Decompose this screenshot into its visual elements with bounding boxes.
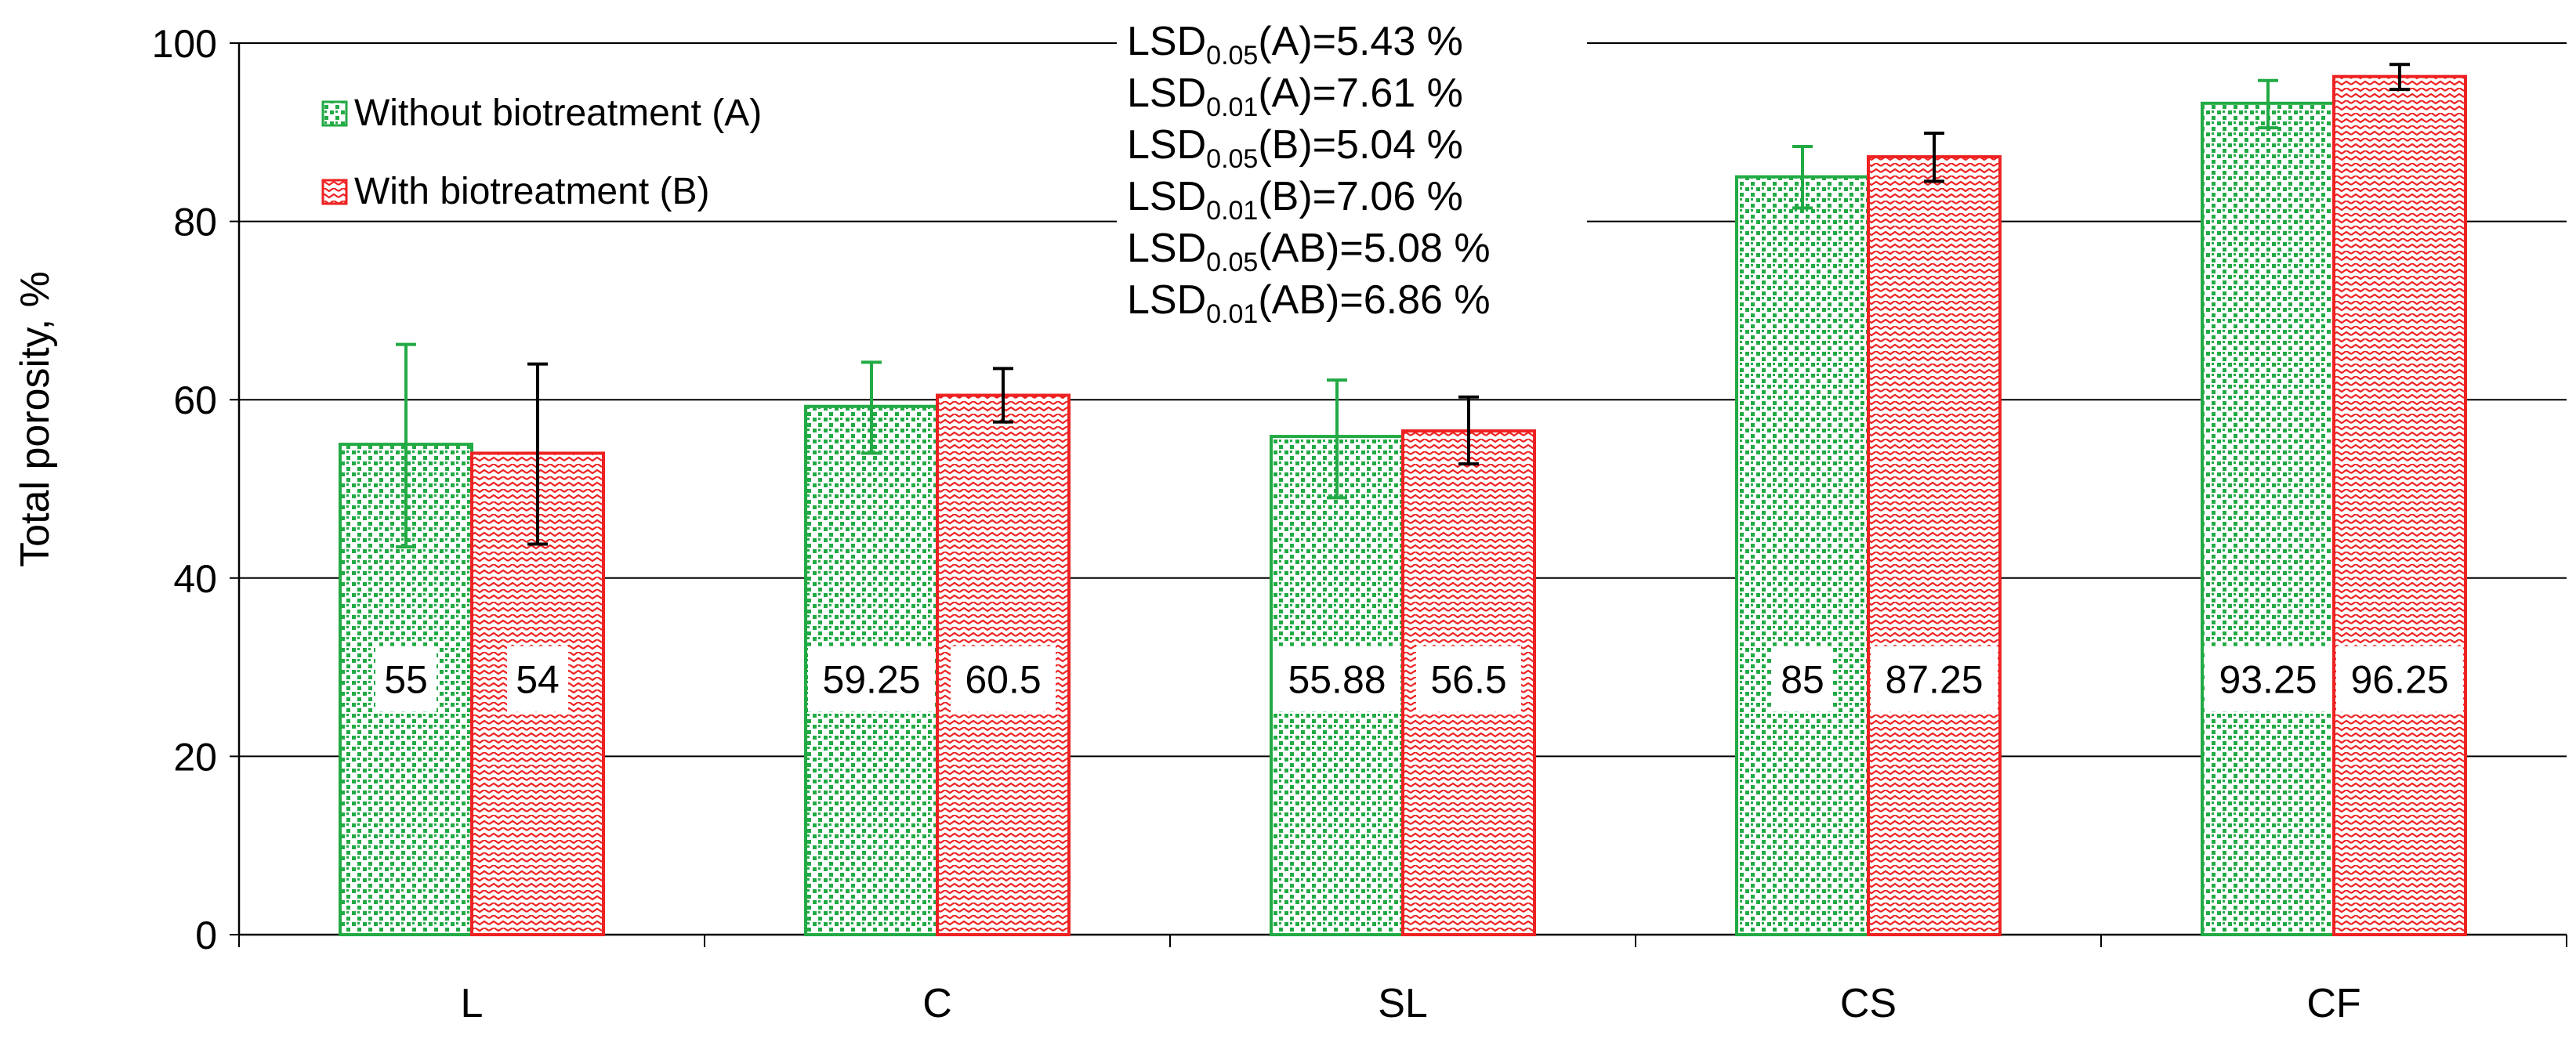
error-bars [396,63,2410,548]
lsd-annotation-4: LSD0.01(B)=7.06 % [1127,174,1463,226]
svg-text:56.5: 56.5 [1430,658,1506,702]
data-label-c-series-1: 59.25 [808,646,935,712]
bar-cf-series-1 [2201,101,2335,937]
bars [339,74,2467,937]
y-tick-label: 20 [173,735,217,779]
error-bar-l-series-1 [396,342,416,548]
data-label-l-series-1: 55 [375,646,437,712]
lsd-annotation-3: LSD0.05(B)=5.04 % [1127,122,1463,174]
x-tick-label-c: C [922,981,952,1026]
data-labels: 55 54 59.25 60.5 55.88 56.5 85 87.25 93.25 96.25 [375,646,2463,712]
legend: Without biotreatment (A) With biotreatmen… [321,92,762,212]
x-tick-label-cf: CF [2306,981,2360,1026]
y-axis-label: Total porosity, % [13,271,58,567]
error-bar-c-series-2 [993,367,1013,424]
error-bar-l-series-2 [527,362,548,546]
legend-item-2: With biotreatment (B) [321,171,709,212]
data-label-c-series-2: 60.5 [951,646,1056,712]
lsd-annotation-2: LSD0.01(A)=7.61 % [1127,71,1463,122]
error-bar-cf-series-2 [2389,63,2410,92]
x-tick-label-sl: SL [1378,981,1428,1026]
data-label-sl-series-1: 55.88 [1274,646,1400,712]
y-tick-label: 100 [152,22,217,66]
svg-text:54: 54 [516,658,560,702]
svg-text:93.25: 93.25 [2219,658,2317,702]
legend-swatch-1 [321,100,348,127]
svg-text:55: 55 [384,658,428,702]
svg-text:96.25: 96.25 [2350,658,2448,702]
bar-cs-series-1 [1735,175,1870,936]
legend-item-1: Without biotreatment (A) [321,92,762,134]
svg-text:85: 85 [1781,658,1824,702]
error-bar-cs-series-2 [1924,131,1944,183]
data-label-cs-series-2: 87.25 [1871,646,1998,712]
lsd-annotation-6: LSD0.01(AB)=6.86 % [1127,277,1491,329]
y-tick-label: 80 [173,201,217,244]
lsd-annotations: LSD0.05(A)=5.43 %LSD0.01(A)=7.61 %LSD0.0… [1117,6,1587,359]
legend-swatch-2 [321,179,348,205]
svg-text:59.25: 59.25 [822,658,920,702]
error-bar-sl-series-1 [1327,378,1347,500]
y-tick-label: 60 [173,378,217,422]
svg-text:55.88: 55.88 [1288,658,1386,702]
data-label-l-series-2: 54 [507,646,568,712]
y-tick-label: 40 [173,557,217,601]
lsd-annotation-1: LSD0.05(A)=5.43 % [1127,19,1463,71]
data-label-cs-series-1: 85 [1772,646,1833,712]
error-bar-cs-series-1 [1792,145,1813,210]
legend-label-2: With biotreatment (B) [354,171,709,212]
data-label-sl-series-2: 56.5 [1416,646,1521,712]
svg-text:87.25: 87.25 [1885,658,1983,702]
lsd-annotation-5: LSD0.05(AB)=5.08 % [1127,226,1491,277]
data-label-cf-series-2: 96.25 [2336,646,2463,712]
bar-cf-series-2 [2332,74,2467,936]
data-label-cf-series-1: 93.25 [2205,646,2331,712]
y-tick-label: 0 [195,914,217,957]
legend-label-1: Without biotreatment (A) [354,92,762,134]
error-bar-sl-series-2 [1458,395,1479,466]
svg-text:60.5: 60.5 [965,658,1041,702]
x-tick-label-l: L [461,981,484,1026]
bar-cs-series-2 [1867,155,2002,937]
error-bar-cf-series-1 [2258,78,2278,130]
x-tick-label-cs: CS [1840,981,1897,1026]
error-bar-c-series-1 [861,360,882,455]
